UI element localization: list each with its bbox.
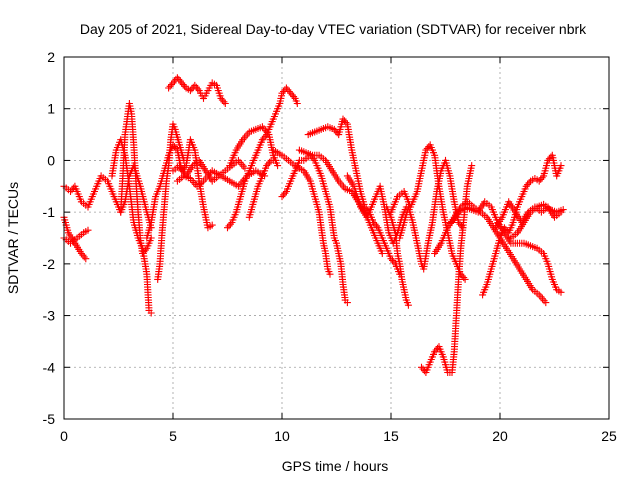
data-point-markers	[418, 162, 476, 376]
data-series-track-16	[304, 115, 404, 278]
data-series-track-5	[117, 100, 155, 257]
y-tick-label: 0	[47, 152, 55, 168]
data-series-track-6	[143, 136, 216, 242]
y-tick-label: 2	[47, 49, 55, 65]
data-point-markers	[60, 162, 155, 232]
x-axis-label: GPS time / hours	[282, 458, 389, 474]
data-series-track-19	[383, 203, 412, 309]
x-tick-label: 5	[169, 428, 177, 444]
data-series-track-25	[479, 151, 565, 299]
data-series-track-15	[269, 146, 334, 278]
data-point-markers	[507, 200, 567, 242]
data-series-track-11	[224, 84, 301, 232]
x-tick-label: 15	[383, 428, 399, 444]
data-point-markers	[383, 203, 412, 309]
axis-ticks: 0 5 10 15 20 25 -5 -4 -3 -2 -1 0 1 2	[43, 49, 617, 444]
x-tick-label: 20	[492, 428, 508, 444]
data-point-markers	[304, 115, 404, 278]
data-series-track-24	[448, 198, 565, 296]
data-series-track-22	[418, 162, 476, 376]
data-point-markers	[278, 151, 351, 307]
x-tick-label: 25	[601, 428, 617, 444]
data-point-markers	[396, 156, 467, 273]
data-series-layer	[60, 74, 567, 376]
data-series-track-10	[173, 167, 269, 190]
x-tick-label: 0	[60, 428, 68, 444]
data-point-markers	[173, 167, 269, 190]
data-series-track-14	[278, 151, 351, 307]
data-series-track-27	[507, 200, 567, 242]
data-point-markers	[448, 198, 565, 296]
data-point-markers	[224, 84, 301, 232]
data-point-markers	[245, 156, 279, 221]
x-tick-label: 10	[274, 428, 290, 444]
plot-frame	[63, 56, 610, 420]
data-point-markers	[226, 123, 282, 170]
y-tick-label: -4	[43, 359, 56, 375]
data-series-track-12	[226, 123, 282, 170]
data-series-track-21	[396, 156, 467, 273]
data-series-track-1	[60, 162, 155, 232]
data-point-markers	[154, 120, 188, 283]
data-point-markers	[143, 136, 216, 242]
y-tick-label: -1	[43, 204, 56, 220]
data-series-track-8	[165, 74, 229, 107]
data-point-markers	[269, 146, 334, 278]
y-tick-label: 1	[47, 101, 55, 117]
y-tick-label: -5	[43, 411, 56, 427]
y-tick-label: -3	[43, 308, 56, 324]
data-point-markers	[117, 100, 155, 257]
data-point-markers	[479, 151, 565, 299]
data-series-track-13	[245, 156, 279, 221]
y-axis-label: SDTVAR / TECUs	[5, 182, 21, 294]
data-point-markers	[165, 74, 229, 107]
y-tick-label: -2	[43, 256, 56, 272]
chart-title: Day 205 of 2021, Sidereal Day-to-day VTE…	[80, 21, 587, 37]
data-series-track-7	[154, 120, 188, 283]
